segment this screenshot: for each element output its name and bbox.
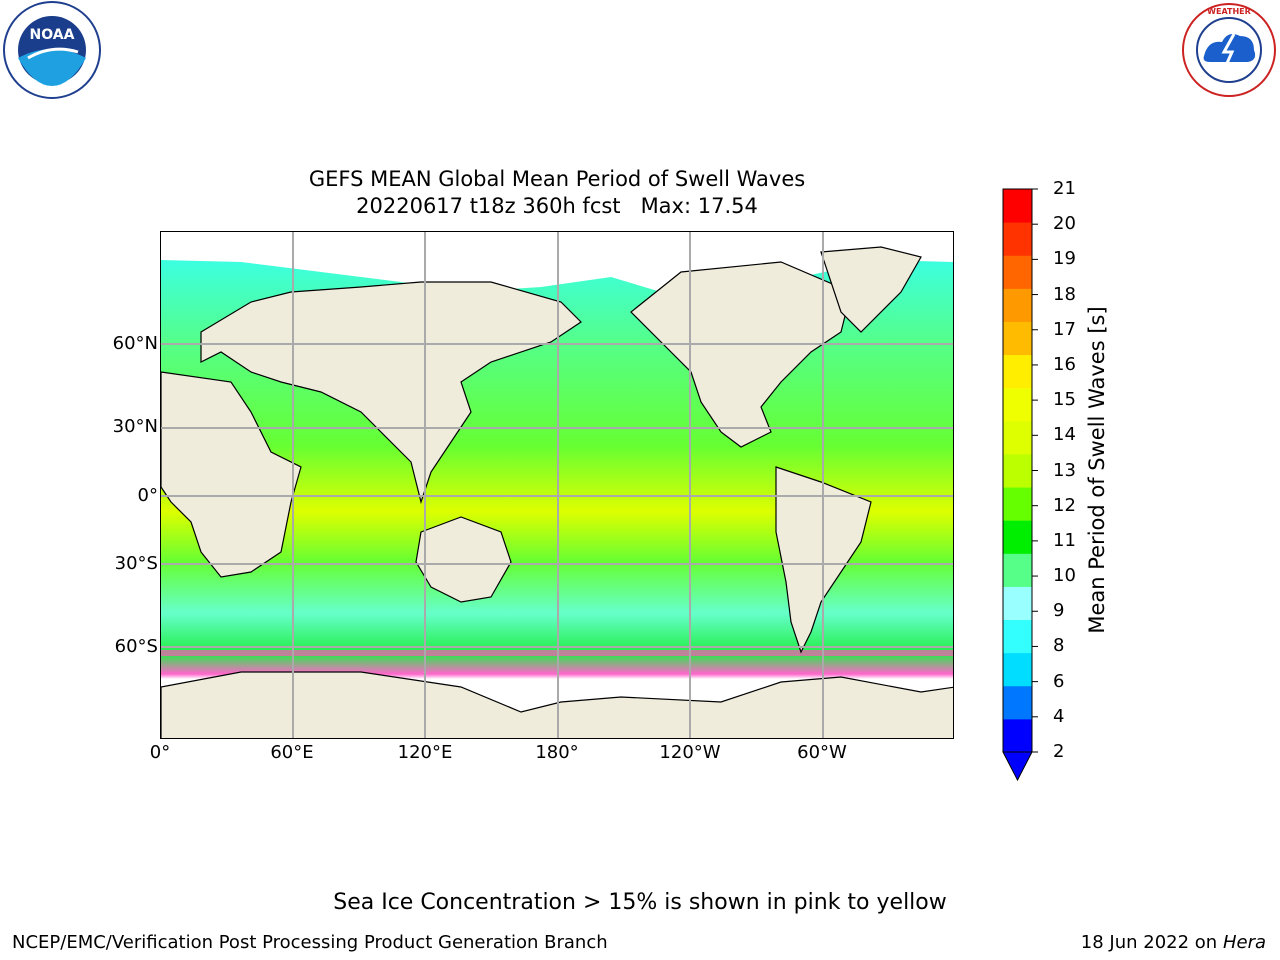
colorbar-tick-label: 20 (1053, 213, 1076, 235)
colorbar-tick-label: 10 (1053, 565, 1076, 587)
svg-text:WEATHER: WEATHER (1207, 7, 1251, 16)
colorbar-segment (1003, 453, 1032, 488)
lon-label-120w: 120°W (659, 742, 721, 763)
colorbar-tick-label: 9 (1053, 600, 1065, 622)
colorbar-tick-label: 19 (1053, 248, 1076, 270)
colorbar-tick-label: 15 (1053, 389, 1076, 411)
lat-label-60n: 60°N (112, 333, 158, 354)
colorbar-segment (1003, 321, 1032, 356)
colorbar-segment (1003, 652, 1032, 687)
graticule (161, 232, 953, 738)
footer-machine: Hera (1222, 932, 1266, 953)
colorbar-tick-label: 16 (1053, 353, 1076, 375)
australia-landmass (415, 516, 512, 603)
colorbar-segment (1003, 255, 1032, 289)
colorbar-segment (1003, 288, 1032, 322)
colorbar-tick-label: 12 (1053, 494, 1076, 516)
colorbar-tick-label: 17 (1053, 318, 1076, 340)
colorbar-segment (1003, 520, 1032, 554)
colorbar-segment (1003, 619, 1032, 654)
colorbar (1002, 188, 1038, 782)
colorbar-segment (1003, 354, 1032, 389)
map-panel (160, 231, 954, 739)
nws-logo: WEATHER (1182, 3, 1276, 97)
colorbar-segment (1003, 586, 1032, 621)
colorbar-tick-label: 2 (1053, 741, 1065, 762)
footer-date-text: 18 Jun 2022 on (1080, 932, 1218, 953)
colorbar-segment (1003, 553, 1032, 587)
map-subtitle: 20220617 t18z 360h fcst Max: 17.54 (356, 194, 758, 218)
colorbar-tick-label: 14 (1053, 424, 1076, 446)
colorbar-segment (1003, 420, 1032, 455)
lat-label-30s: 30°S (114, 553, 158, 574)
colorbar-segment (1003, 487, 1032, 521)
colorbar-tick-label: 8 (1053, 635, 1065, 657)
colorbar-extend-arrow (1002, 751, 1033, 782)
colorbar-tick-label: 4 (1053, 705, 1065, 727)
colorbar-tick-label: 18 (1053, 283, 1076, 305)
colorbar-segment (1003, 222, 1032, 256)
footer-date: 18 Jun 2022 on Hera (1081, 932, 1266, 953)
svg-text:NOAA: NOAA (30, 27, 75, 43)
lon-label-120e: 120°E (397, 742, 453, 763)
lon-label-60w: 60°W (797, 742, 847, 763)
greenland-landmass (820, 246, 922, 333)
sea-ice-note: Sea Ice Concentration > 15% is shown in … (333, 890, 947, 915)
colorbar-tick-label: 21 (1053, 178, 1076, 199)
lat-label-30n: 30°N (112, 416, 158, 437)
lon-label-0: 0° (149, 742, 171, 763)
colorbar-segment (1003, 387, 1032, 422)
colorbar-title: Mean Period of Swell Waves [s] (1085, 306, 1109, 634)
map-title: GEFS MEAN Global Mean Period of Swell Wa… (308, 167, 806, 191)
colorbar-segment (1003, 685, 1032, 720)
footer-credit: NCEP/EMC/Verification Post Processing Pr… (12, 932, 608, 953)
lon-label-180: 180° (535, 742, 579, 763)
lat-label-60s: 60°S (114, 636, 158, 657)
colorbar-segment (1003, 718, 1032, 753)
lon-label-60e: 60°E (270, 742, 314, 763)
africa-landmass (161, 371, 302, 578)
lat-label-eq: 0° (137, 485, 158, 506)
colorbar-tick-label: 13 (1053, 459, 1076, 481)
noaa-logo: NOAA (3, 1, 101, 99)
colorbar-tick-label: 11 (1053, 529, 1076, 551)
colorbar-tick-label: 6 (1053, 670, 1065, 692)
colorbar-segment (1003, 189, 1032, 223)
map-svg (161, 232, 953, 738)
